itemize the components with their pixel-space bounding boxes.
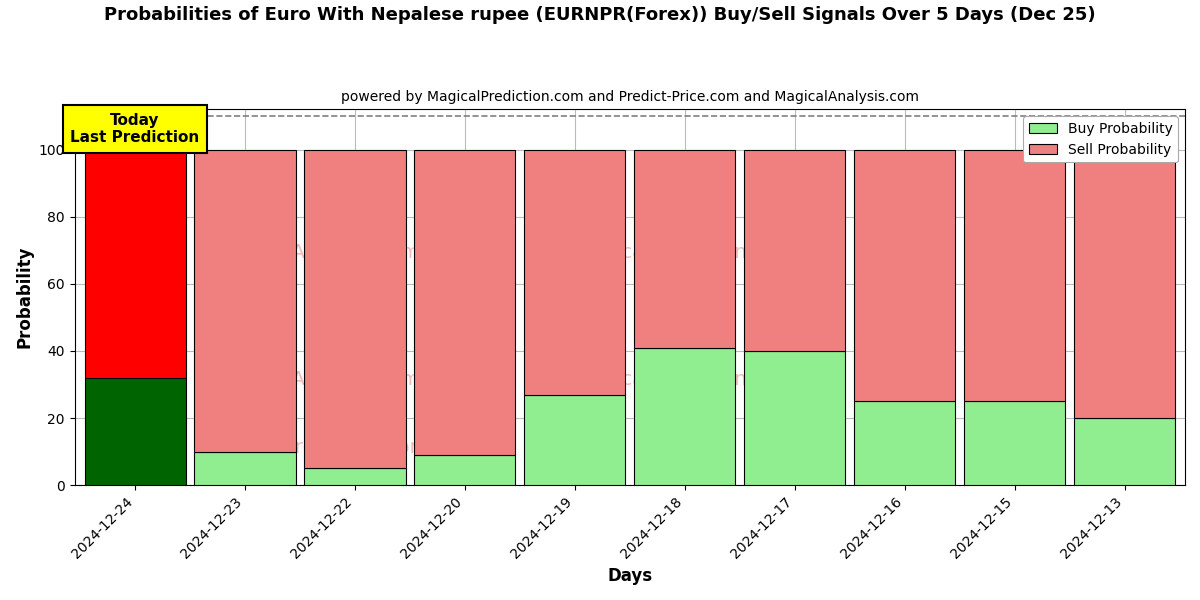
Bar <box>305 469 406 485</box>
Bar <box>84 378 186 485</box>
X-axis label: Days: Days <box>607 567 653 585</box>
Y-axis label: Probability: Probability <box>16 246 34 349</box>
Bar <box>744 351 845 485</box>
Bar <box>524 395 625 485</box>
Text: MagicalAnalysis.com: MagicalAnalysis.com <box>217 370 420 389</box>
Bar <box>305 149 406 469</box>
Bar <box>84 149 186 378</box>
Title: powered by MagicalPrediction.com and Predict-Price.com and MagicalAnalysis.com: powered by MagicalPrediction.com and Pre… <box>341 90 919 104</box>
Text: Today
Last Prediction: Today Last Prediction <box>71 113 199 145</box>
Bar <box>964 149 1066 401</box>
Bar <box>194 149 295 452</box>
Text: Probabilities of Euro With Nepalese rupee (EURNPR(Forex)) Buy/Sell Signals Over : Probabilities of Euro With Nepalese rupe… <box>104 6 1096 24</box>
Legend: Buy Probability, Sell Probability: Buy Probability, Sell Probability <box>1024 116 1178 163</box>
Bar <box>744 149 845 351</box>
Text: MagicalPrediction.com: MagicalPrediction.com <box>576 370 796 389</box>
Bar <box>194 452 295 485</box>
Bar <box>1074 149 1175 418</box>
Text: MagicalPrediction.com: MagicalPrediction.com <box>209 438 428 457</box>
Bar <box>1074 418 1175 485</box>
Bar <box>414 455 516 485</box>
Bar <box>964 401 1066 485</box>
Text: MagicalPrediction.com: MagicalPrediction.com <box>576 242 796 262</box>
Bar <box>524 149 625 395</box>
Bar <box>414 149 516 455</box>
Bar <box>854 401 955 485</box>
Bar <box>635 149 736 347</box>
Text: MagicalAnalysis.com: MagicalAnalysis.com <box>217 242 420 262</box>
Bar <box>635 347 736 485</box>
Bar <box>854 149 955 401</box>
